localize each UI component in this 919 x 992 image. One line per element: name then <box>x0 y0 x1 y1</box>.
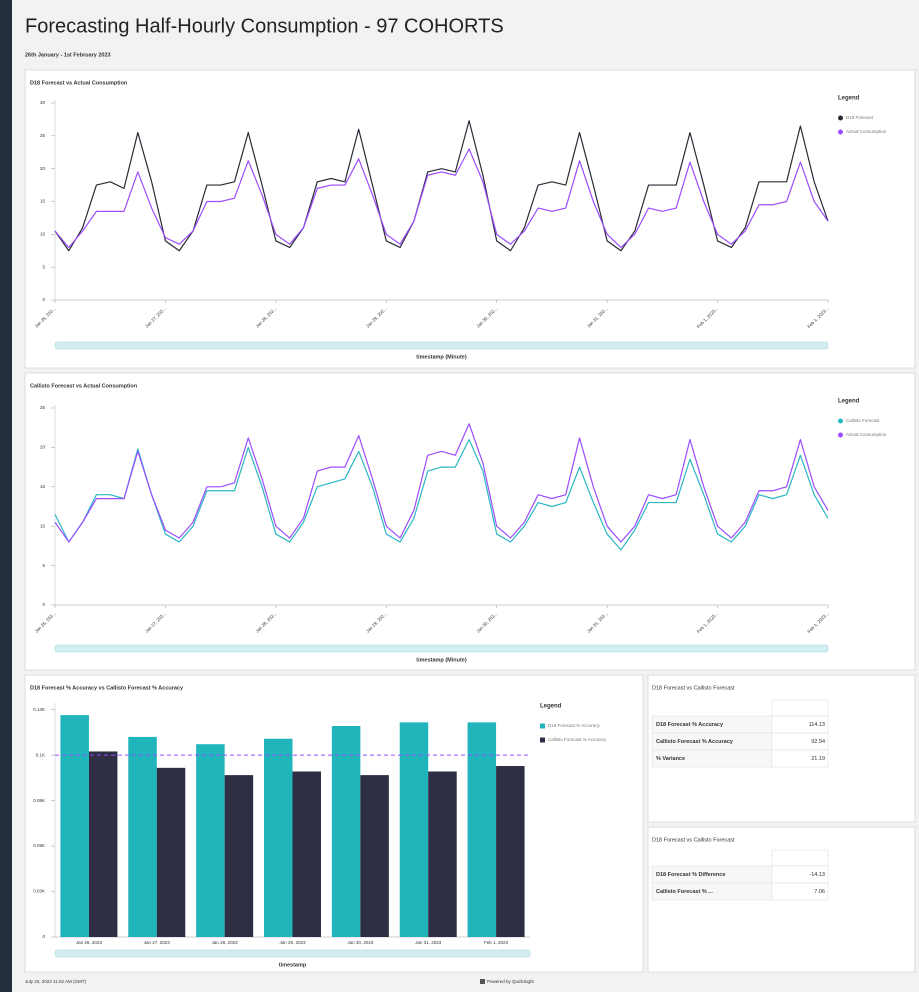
x-tick-label: Feb 1, 2023 <box>484 940 509 945</box>
x-axis-label: timestamp (Minute) <box>416 657 467 663</box>
y-tick-label: 0.1K <box>36 752 45 757</box>
legend-swatch <box>540 737 545 743</box>
title: Forecasting Half-Hourly Consumption - 97… <box>25 15 504 37</box>
legend-title: Legend <box>540 704 562 710</box>
bar <box>467 722 497 937</box>
bar <box>292 771 321 937</box>
table-value: 114.13 <box>809 722 825 728</box>
scrollbar[interactable] <box>54 341 829 350</box>
table-label: Callisto Forecast % Accuracy <box>656 739 734 745</box>
bar <box>428 771 457 937</box>
footer-powered: Powered by QuickSight <box>487 979 535 984</box>
y-tick-label: 0.13K <box>33 707 45 712</box>
x-tick-label: Jan 26, 2023 <box>76 940 103 945</box>
y-tick-label: 20 <box>40 445 46 450</box>
bar <box>399 722 429 937</box>
y-tick-label: 0.08K <box>33 798 45 803</box>
bar <box>196 744 225 937</box>
y-tick-label: 0 <box>42 934 45 939</box>
table-header-cell <box>771 699 829 717</box>
bar <box>264 738 293 937</box>
legend-label: D18 Forecast <box>846 115 874 120</box>
y-tick-label: 25 <box>40 133 46 138</box>
table-label: Callisto Forecast % ... <box>656 889 713 895</box>
legend-label: Callisto Forecast % Accuracy <box>548 737 607 742</box>
x-tick-label: Jan 30, 2023 <box>347 940 374 945</box>
legend-title: Legend <box>838 96 860 102</box>
table-value-cell <box>771 882 829 901</box>
y-tick-label: 0 <box>42 602 45 607</box>
series-line <box>54 120 829 252</box>
table-title: D18 Forecast vs Callisto Forecast <box>652 685 735 691</box>
x-axis-label: timestamp (Minute) <box>416 354 467 360</box>
table-value-cell <box>771 749 829 768</box>
legend-title: Legend <box>838 399 860 405</box>
legend-label: Actual Consumption <box>846 432 887 437</box>
y-tick-label: 20 <box>40 166 46 171</box>
x-tick-label: Jan 27, 2023 <box>144 940 171 945</box>
x-tick-label: Jan 31, 2023 <box>415 940 442 945</box>
x-tick-label: Jan 28, 2023 <box>212 940 239 945</box>
x-axis-label: timestamp <box>279 962 307 968</box>
series-line <box>54 148 829 249</box>
legend-swatch <box>540 723 545 729</box>
x-tick-label: Jan 29, 2023 <box>279 940 306 945</box>
series-line <box>54 438 829 551</box>
y-tick-label: 0.03K <box>33 889 45 894</box>
table-title: D18 Forecast vs Callisto Forecast <box>652 837 735 843</box>
legend-label: Callisto Forecast <box>846 418 880 423</box>
table-value: -14.13 <box>809 872 825 878</box>
legend-swatch <box>838 115 843 121</box>
bar <box>60 715 89 937</box>
footer-timestamp: July 20, 2023 11:02 AM (GMT) <box>25 979 86 984</box>
table-label: % Variance <box>656 756 685 762</box>
legend-swatch <box>838 432 843 438</box>
table-value: 21.19 <box>811 756 825 762</box>
scrollbar[interactable] <box>54 644 829 653</box>
bar <box>224 775 254 937</box>
panel <box>24 69 916 369</box>
chart-title: D18 Forecast % Accuracy vs Callisto Fore… <box>30 685 184 691</box>
chart-title: Callisto Forecast vs Actual Consumption <box>30 383 138 389</box>
table-label: D18 Forecast % Accuracy <box>656 722 724 728</box>
table-label: D18 Forecast % Difference <box>656 872 725 878</box>
legend-swatch <box>838 129 843 135</box>
y-tick-label: 0.05K <box>33 843 45 848</box>
legend-swatch <box>838 418 843 424</box>
bar <box>331 726 361 937</box>
bar <box>156 767 186 937</box>
y-tick-label: 5 <box>42 264 45 269</box>
table-value: 7.06 <box>814 889 825 895</box>
panel <box>24 372 916 671</box>
quicksight-icon <box>480 979 485 984</box>
y-tick-label: 25 <box>40 405 46 410</box>
subtitle: 26th January - 1st February 2023 <box>25 52 111 58</box>
y-tick-label: 10 <box>40 523 46 528</box>
table-value: 92.94 <box>811 739 825 745</box>
bar <box>360 775 389 937</box>
y-tick-label: 15 <box>40 484 46 489</box>
scrollbar[interactable] <box>54 949 531 958</box>
y-tick-label: 5 <box>42 563 45 568</box>
y-tick-label: 0 <box>42 297 45 302</box>
chart-title: D18 Forecast vs Actual Consumption <box>30 80 128 86</box>
y-tick-label: 30 <box>40 100 46 105</box>
bar <box>88 751 118 937</box>
bar <box>496 766 525 937</box>
legend-label: Actual Consumption <box>846 129 887 134</box>
table-header-cell <box>771 849 829 867</box>
bar <box>128 736 157 937</box>
series-line <box>54 423 829 543</box>
y-tick-label: 10 <box>40 232 46 237</box>
y-tick-label: 15 <box>40 199 46 204</box>
legend-label: D18 Forecast % Accuracy <box>548 723 601 728</box>
